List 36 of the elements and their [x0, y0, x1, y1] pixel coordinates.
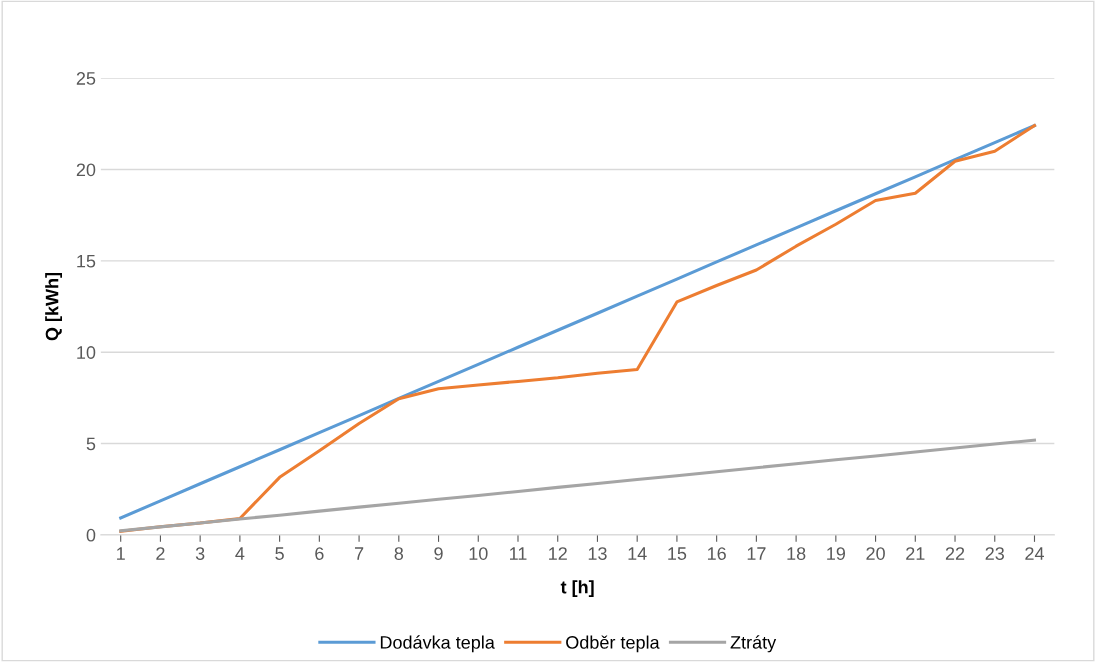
y-tick-label: 0 — [86, 528, 96, 542]
x-tick-label: 5 — [275, 547, 284, 560]
x-tick-label: 20 — [866, 547, 885, 560]
x-tick-label: 21 — [906, 547, 925, 560]
x-tick-label: 22 — [945, 547, 965, 560]
x-tick-label: 19 — [827, 547, 846, 560]
y-tick-label: 25 — [76, 72, 96, 85]
legend-label: Odběr tepla — [566, 635, 660, 653]
x-tick-label: 16 — [707, 547, 726, 560]
x-tick-label: 8 — [394, 547, 404, 560]
x-tick-label: 15 — [668, 547, 687, 560]
x-tick-label: 9 — [434, 547, 443, 560]
y-axis-title: Q [kWh] — [45, 272, 62, 341]
x-tick-label: 11 — [510, 547, 527, 560]
x-tick-label: 4 — [235, 547, 245, 560]
x-tick-label: 2 — [156, 547, 165, 560]
y-tick-label: 10 — [77, 346, 96, 359]
x-tick-label: 23 — [985, 547, 1005, 560]
x-tick-label: 3 — [195, 547, 205, 560]
x-tick-label: 12 — [549, 547, 567, 560]
line-series — [119, 438, 1037, 533]
y-tick-label: 15 — [77, 254, 96, 268]
y-tick-label: 5 — [86, 437, 96, 451]
x-tick-label: 1 — [117, 547, 125, 560]
x-axis-title: t [h] — [560, 580, 594, 598]
legend-label: Ztráty — [730, 635, 777, 653]
x-tick-label: 24 — [1025, 547, 1044, 560]
x-tick-label: 17 — [747, 547, 766, 560]
x-tick-label: 10 — [469, 547, 488, 560]
y-tick-label: 20 — [76, 163, 96, 177]
x-tick-label: 13 — [588, 547, 607, 560]
x-tick-label: 18 — [787, 547, 806, 560]
legend-label: Dodávka tepla — [380, 635, 495, 653]
x-tick-label: 7 — [354, 547, 364, 560]
x-tick-label: 14 — [628, 547, 647, 560]
x-tick-label: 6 — [315, 547, 324, 560]
